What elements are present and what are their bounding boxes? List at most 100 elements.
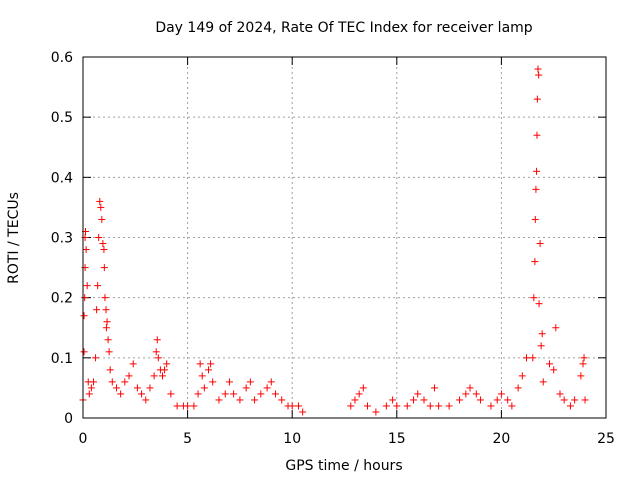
y-tick-label: 0.5 <box>51 110 73 126</box>
data-point <box>403 402 411 410</box>
data-point <box>571 396 579 404</box>
data-point <box>125 372 133 380</box>
data-point <box>207 360 215 368</box>
data-point <box>347 402 355 410</box>
data-point <box>359 384 367 392</box>
data-point <box>364 402 372 410</box>
data-point <box>263 384 271 392</box>
data-point <box>531 215 539 223</box>
data-point <box>445 402 453 410</box>
data-point <box>98 215 106 223</box>
data-point <box>198 372 206 380</box>
grid-lines <box>83 57 606 418</box>
data-point <box>546 360 554 368</box>
data-point <box>167 390 175 398</box>
data-point <box>566 402 574 410</box>
data-point <box>152 348 160 356</box>
data-point <box>530 294 538 302</box>
data-point <box>535 71 543 79</box>
chart-title: Day 149 of 2024, Rate Of TEC Index for r… <box>155 20 532 36</box>
data-point <box>200 384 208 392</box>
data-point <box>196 360 204 368</box>
data-point <box>184 402 192 410</box>
data-point <box>529 354 537 362</box>
data-point <box>288 402 296 410</box>
x-tick-label: 15 <box>388 431 406 447</box>
x-tick-label: 25 <box>597 431 615 447</box>
data-point <box>351 396 359 404</box>
data-point <box>142 396 150 404</box>
data-point <box>581 396 589 404</box>
data-point <box>487 402 495 410</box>
data-point <box>550 366 558 374</box>
data-point <box>225 378 233 386</box>
data-point <box>389 396 397 404</box>
data-point <box>420 396 428 404</box>
x-tick-labels: 0 5 10 15 20 25 <box>79 431 615 447</box>
data-point <box>552 324 560 332</box>
y-tick-label: 0.4 <box>51 170 73 186</box>
data-point <box>80 348 88 356</box>
data-point <box>103 318 111 326</box>
y-tick-label: 0.3 <box>51 231 73 247</box>
y-tick-label: 0.2 <box>51 291 73 307</box>
data-point <box>209 378 217 386</box>
data-point <box>271 390 279 398</box>
data-point <box>393 402 401 410</box>
data-point <box>538 330 546 338</box>
y-tick-labels: 0 0.1 0.2 0.3 0.4 0.5 0.6 <box>51 50 73 427</box>
data-point <box>533 131 541 139</box>
x-axis-title: GPS time / hours <box>285 458 402 474</box>
data-point <box>242 384 250 392</box>
y-tick-label: 0.1 <box>51 351 73 367</box>
data-point <box>161 366 169 374</box>
data-point <box>102 306 110 314</box>
data-point <box>536 240 544 248</box>
data-point <box>205 366 213 374</box>
data-point <box>102 324 110 332</box>
data-point <box>533 95 541 103</box>
x-tick-label: 10 <box>283 431 301 447</box>
data-point <box>87 384 95 392</box>
y-tick-label: 0 <box>64 411 73 427</box>
data-point <box>251 396 259 404</box>
data-point <box>154 354 162 362</box>
data-point <box>101 294 109 302</box>
data-point <box>456 396 464 404</box>
y-axis-title: ROTI / TECUs <box>6 192 22 284</box>
data-point <box>104 336 112 344</box>
data-point <box>410 396 418 404</box>
plot-frame <box>82 56 607 419</box>
data-point <box>299 408 307 416</box>
data-point <box>112 384 120 392</box>
data-point <box>534 65 542 73</box>
x-tick-label: 20 <box>492 431 510 447</box>
x-tick-label: 0 <box>79 431 88 447</box>
data-point <box>294 402 302 410</box>
data-point <box>105 348 113 356</box>
data-point <box>92 354 100 362</box>
data-point <box>518 372 526 380</box>
data-point <box>257 390 265 398</box>
data-point <box>117 390 125 398</box>
data-point <box>577 372 585 380</box>
data-point <box>430 384 438 392</box>
data-point <box>560 396 568 404</box>
data-point <box>94 282 102 290</box>
data-point <box>230 390 238 398</box>
data-points <box>79 65 589 416</box>
data-point <box>476 396 484 404</box>
data-point <box>85 390 93 398</box>
data-point <box>96 197 104 205</box>
data-point <box>80 312 88 320</box>
data-point <box>278 396 286 404</box>
data-point <box>493 396 501 404</box>
data-point <box>129 360 137 368</box>
data-point <box>194 390 202 398</box>
data-point <box>108 378 116 386</box>
data-point <box>173 402 181 410</box>
data-point <box>158 372 166 380</box>
data-point <box>150 372 158 380</box>
data-point <box>508 402 516 410</box>
